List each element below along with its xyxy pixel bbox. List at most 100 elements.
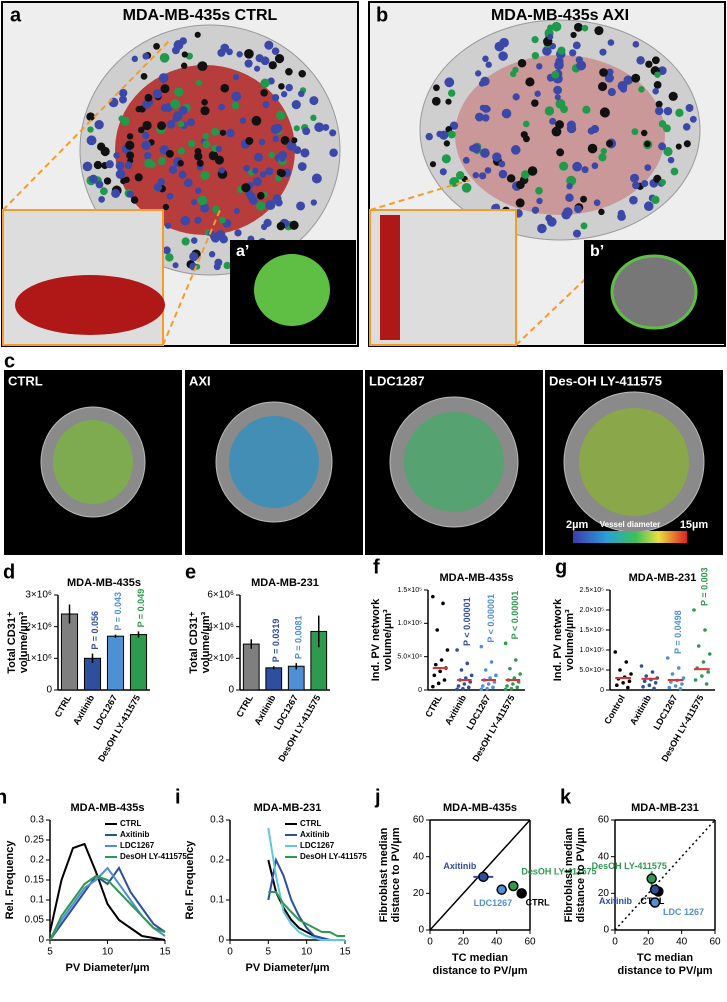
cell [531, 36, 539, 44]
cell [142, 52, 150, 60]
cell [482, 55, 489, 63]
cell [99, 187, 108, 196]
chart-title: MDA-MB-231 [631, 802, 699, 814]
cell [126, 190, 134, 198]
cell [260, 89, 268, 97]
vessel-network [404, 412, 504, 512]
cell [640, 129, 648, 137]
cell [572, 229, 581, 238]
point-label: Axitinib [599, 896, 633, 906]
data-point [431, 594, 435, 599]
cell [108, 97, 119, 108]
cell [181, 237, 190, 246]
cell [190, 199, 198, 206]
panel-a: a MDA-MB-435s CTRL a’ [1, 1, 359, 347]
cell [120, 116, 130, 126]
cell [498, 169, 508, 179]
y-axis-label: Fibroblast median [378, 827, 390, 922]
data-point [456, 684, 461, 688]
cell [439, 130, 449, 140]
cell [329, 129, 337, 137]
data-point [693, 678, 698, 682]
y-tick-label: 6×10⁶ [207, 590, 234, 601]
y-axis-label: Total CD31⁺ [6, 611, 18, 674]
data-point [649, 884, 661, 895]
cell [218, 167, 225, 174]
cell [135, 105, 142, 113]
panel-letter: h [0, 786, 7, 808]
y-tick-label: 0.1 [30, 895, 44, 906]
cell [561, 209, 571, 220]
cell [662, 124, 671, 133]
data-point [481, 684, 485, 688]
cell [447, 130, 456, 139]
cell [580, 195, 587, 203]
data-point [479, 687, 484, 692]
cell [310, 199, 317, 206]
x-tick-label: 15 [159, 947, 171, 958]
y-tick-label: 0 [38, 935, 44, 946]
data-point [613, 650, 618, 654]
cell [555, 98, 566, 109]
cell [573, 22, 583, 32]
cell [314, 122, 325, 133]
panel-title: MDA-MB-435s CTRL [123, 7, 278, 24]
y-tick-label: 0 [600, 687, 604, 694]
vessel-network [53, 420, 133, 504]
y-tick-label: 3×10⁶ [25, 590, 52, 601]
cell [97, 142, 106, 151]
cell [119, 95, 127, 104]
data-point [646, 873, 657, 884]
cell [142, 131, 150, 140]
cell [276, 168, 285, 177]
cell [311, 173, 322, 184]
cell [512, 66, 519, 74]
cell [115, 161, 125, 171]
y-axis-label: Total CD31⁺ [188, 611, 200, 674]
panel-title: MDA-MB-435s AXI [491, 7, 629, 24]
cell [566, 183, 573, 190]
x-tick-label: Control [602, 693, 627, 726]
cell [111, 188, 121, 198]
cell [190, 237, 198, 244]
y-tick-label: 40 [598, 851, 610, 862]
x-tick-label: 40 [491, 937, 503, 948]
cell [651, 195, 660, 205]
cell [194, 147, 202, 155]
cell [445, 98, 452, 105]
cell [302, 127, 311, 136]
cell [591, 162, 599, 170]
cell [94, 121, 102, 129]
cell [480, 148, 490, 158]
cell [285, 67, 293, 76]
y-tick-label: 5.0×10⁴ [579, 667, 604, 674]
cell [632, 181, 640, 190]
point-label: CTRL [526, 898, 550, 908]
bar [60, 613, 79, 691]
cell [265, 167, 274, 176]
cell [125, 140, 135, 150]
cell [506, 174, 516, 183]
cell [186, 118, 195, 127]
cell [245, 136, 254, 145]
cell [593, 199, 601, 207]
y-tick-label: 0 [218, 935, 224, 946]
data-point [629, 672, 633, 676]
cell [200, 106, 210, 116]
x-tick-label: CTRL [53, 693, 74, 719]
legend-label: Axitinib [120, 830, 149, 839]
cell [499, 37, 509, 48]
cell [168, 165, 178, 174]
bar [106, 635, 125, 691]
cell [667, 156, 675, 164]
colorbar-min: 2µm [566, 519, 588, 531]
cell [300, 148, 310, 158]
cell [124, 161, 133, 170]
cell [279, 155, 286, 162]
cell [482, 114, 490, 122]
data-point [700, 674, 704, 678]
x-tick-label: 0 [612, 937, 618, 948]
x-tick-label: DesOH LY-411575 [96, 693, 142, 763]
x-tick-label: 0 [427, 937, 433, 948]
cell [137, 126, 145, 134]
